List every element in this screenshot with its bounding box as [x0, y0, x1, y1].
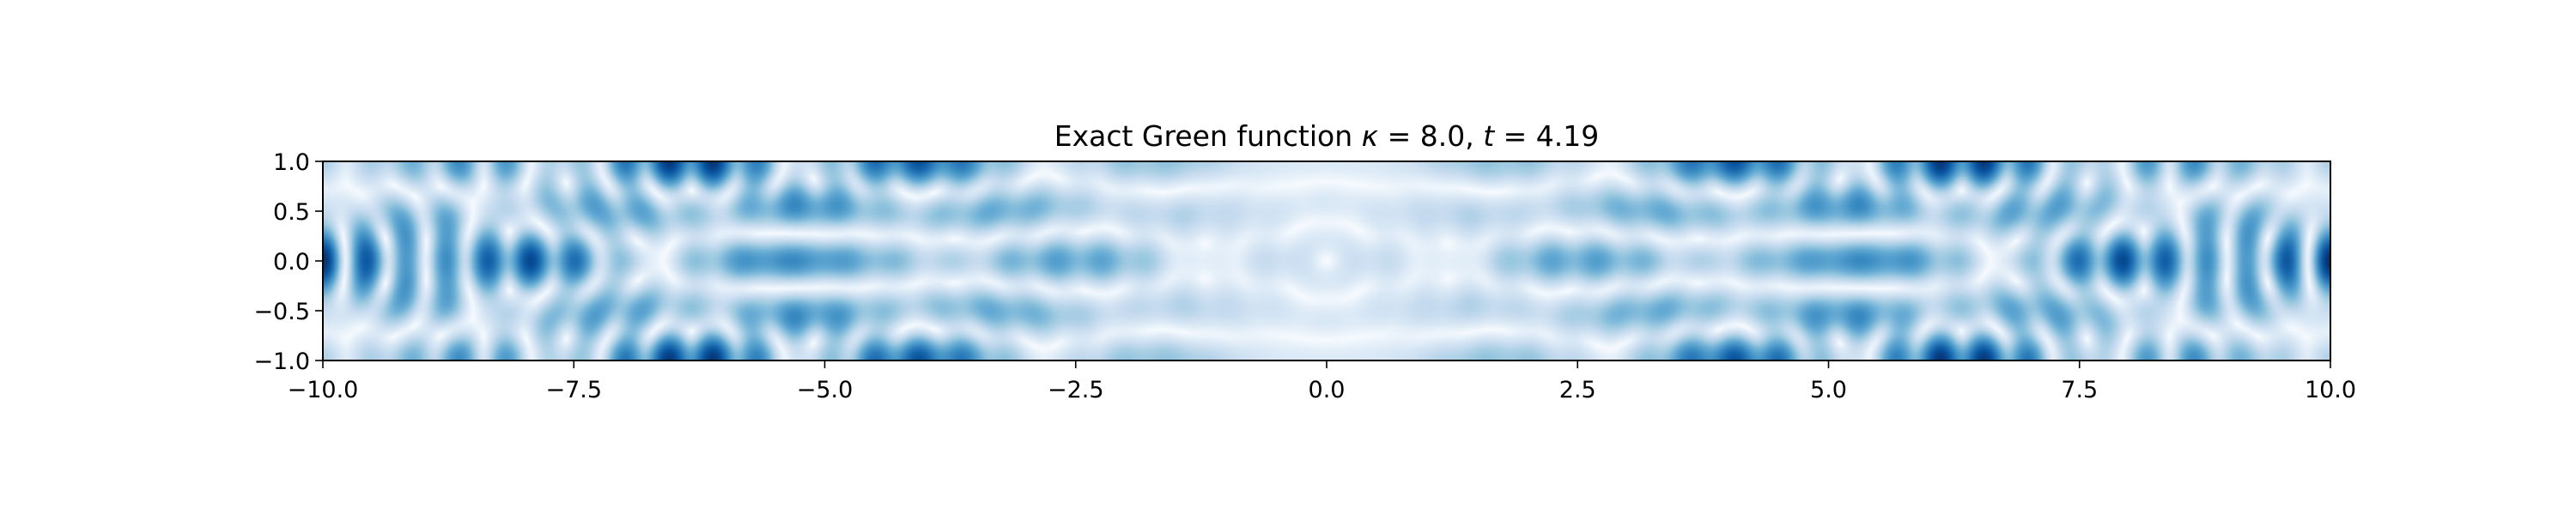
y-tick-label: 1.0: [273, 149, 310, 176]
x-axis: −10.0 −7.5 −5.0 −2.5 0.0 2.5 5.0 7.5 10.0: [288, 360, 2356, 403]
heatmap-plot-area: [323, 161, 2330, 360]
title-prefix: Exact Green function: [1054, 119, 1362, 153]
x-tick-label: −7.5: [545, 377, 602, 403]
heatmap-image: [323, 161, 2330, 360]
title-t-value: = 4.19: [1494, 119, 1599, 153]
y-tick-label: −1.0: [253, 348, 310, 375]
x-tick-label: 5.0: [1810, 377, 1847, 403]
y-tick-label: 0.0: [273, 249, 310, 276]
title-kappa-symbol: κ: [1362, 119, 1379, 153]
x-tick-label: 0.0: [1309, 377, 1346, 403]
x-tick-label: −10.0: [288, 377, 359, 403]
x-tick-label: −5.0: [797, 377, 854, 403]
title-t-symbol: t: [1483, 119, 1495, 153]
x-tick-label: 2.5: [1559, 377, 1596, 403]
y-tick-label: 0.5: [273, 199, 310, 226]
x-tick-label: 7.5: [2061, 377, 2098, 403]
y-tick-label: −0.5: [253, 299, 310, 325]
x-tick-label: 10.0: [2305, 377, 2356, 403]
chart-title: Exact Green function κ = 8.0, t = 4.19: [1054, 119, 1600, 153]
title-kappa-value: = 8.0,: [1378, 119, 1483, 153]
y-axis: 1.0 0.5 0.0 −0.5 −1.0: [253, 149, 323, 375]
x-tick-label: −2.5: [1048, 377, 1104, 403]
